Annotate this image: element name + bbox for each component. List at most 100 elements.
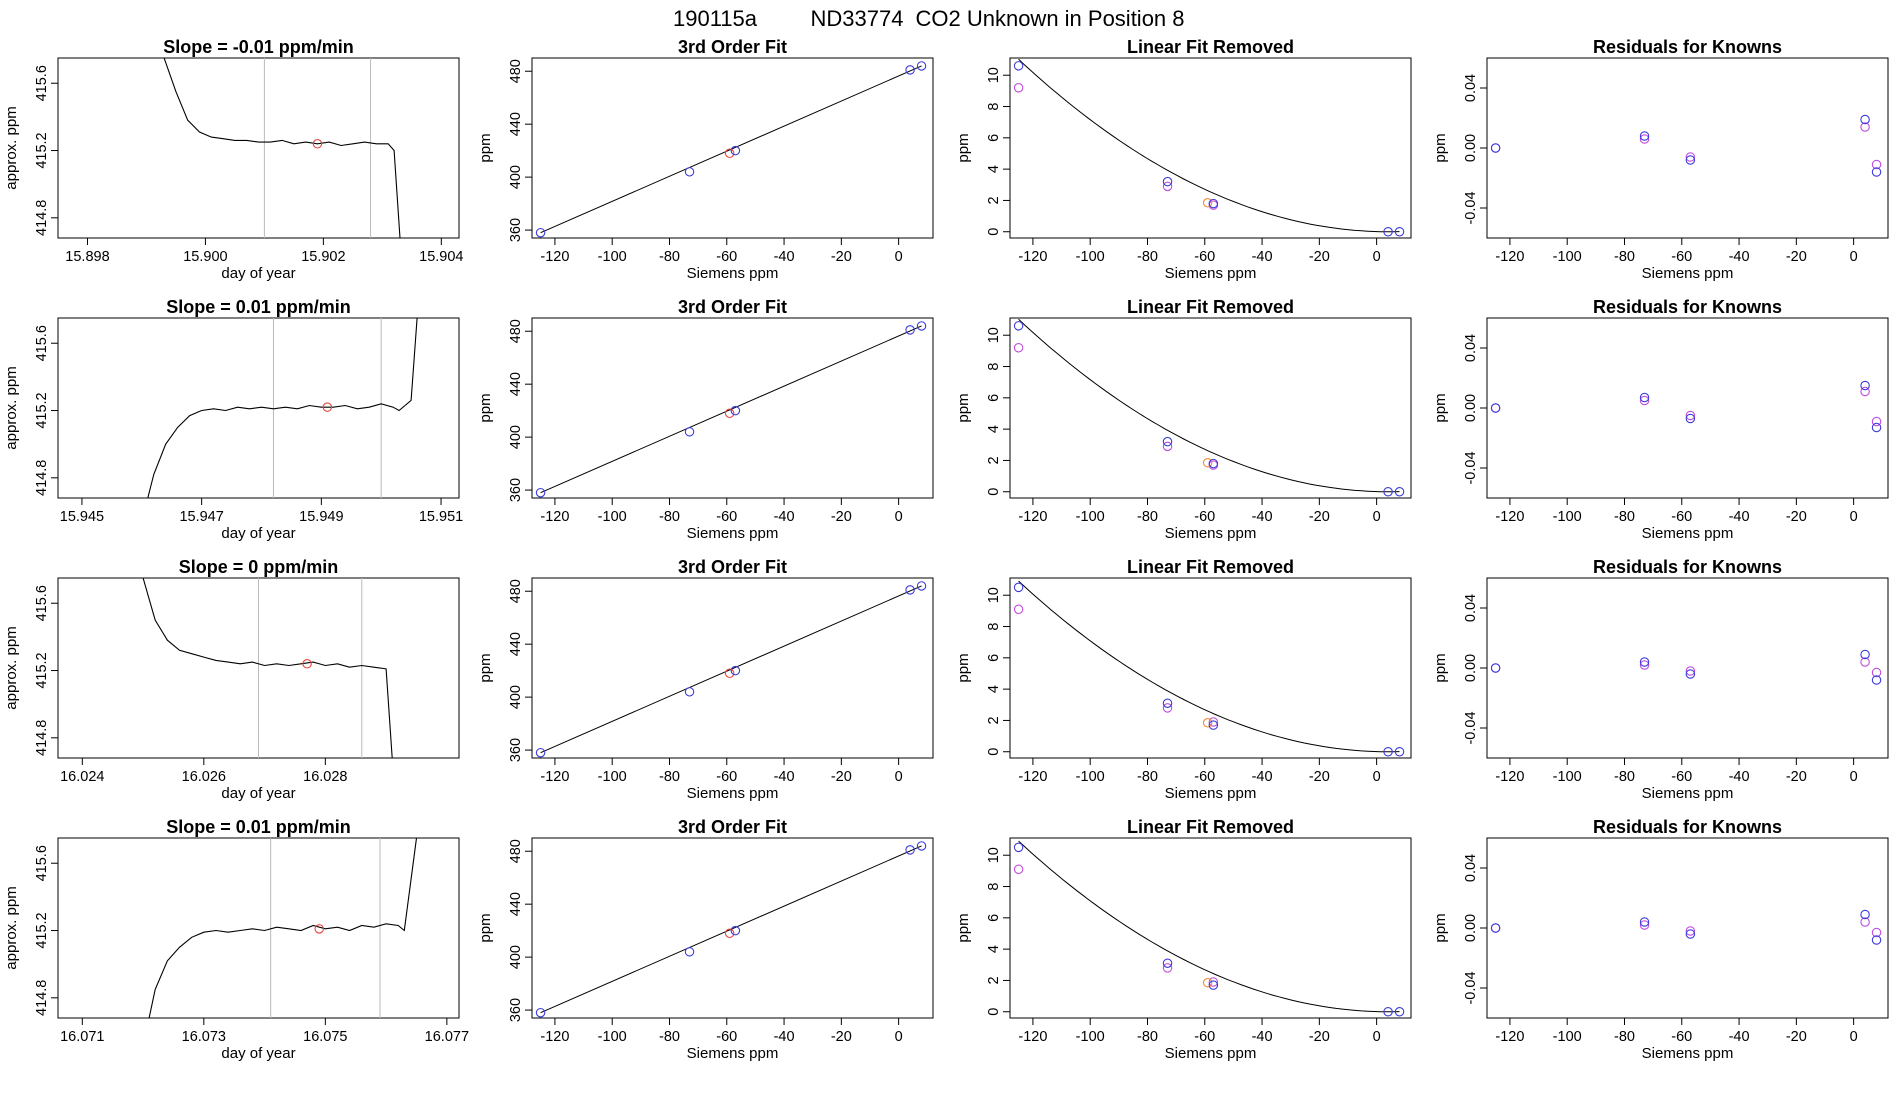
x-tick-label: -60 <box>1671 769 1692 785</box>
x-tick-label: 16.028 <box>303 769 347 785</box>
data-point-blue <box>1490 403 1501 413</box>
data-point-blue <box>1162 436 1173 447</box>
x-tick-label: -100 <box>1076 769 1105 785</box>
x-tick-label: -100 <box>1553 1029 1582 1045</box>
data-point-violet <box>1639 395 1650 406</box>
x-tick-label: -80 <box>659 509 680 525</box>
y-axis-label: ppm <box>955 913 972 942</box>
x-tick-label: 0 <box>1850 769 1858 785</box>
x-tick-label: -60 <box>1671 249 1692 265</box>
x-tick-label: -40 <box>774 509 795 525</box>
data-point-blue <box>1162 698 1173 708</box>
x-tick-label: -80 <box>659 1029 680 1045</box>
plot-frame <box>1486 317 1889 499</box>
x-axis-label: Siemens ppm <box>687 1045 779 1062</box>
x-tick-label: -60 <box>1671 509 1692 525</box>
y-axis-label: ppm <box>955 393 972 422</box>
y-tick-label: 400 <box>508 685 524 709</box>
x-tick-label: -100 <box>1076 509 1105 525</box>
x-tick-label: -40 <box>1252 1029 1273 1045</box>
y-tick-label: 360 <box>508 738 524 762</box>
data-point-violet <box>1860 917 1870 927</box>
data-point-blue <box>684 687 695 697</box>
data-point-violet <box>1685 152 1696 162</box>
data-point-blue <box>730 405 741 416</box>
plot-frame <box>531 57 934 239</box>
sample-point-red <box>314 924 325 934</box>
x-tick-label: -40 <box>1729 249 1750 265</box>
panel-title: Slope = 0 ppm/min <box>179 557 339 577</box>
x-tick-label: -60 <box>716 249 737 265</box>
y-tick-label: 10 <box>986 67 1002 83</box>
x-tick-label: -40 <box>1729 1029 1750 1045</box>
data-point-blue <box>905 585 915 595</box>
y-axis-label: ppm <box>1432 653 1449 682</box>
data-point-orange <box>1202 978 1213 988</box>
data-point-violet <box>1685 666 1696 676</box>
panel-title: Linear Fit Removed <box>1127 557 1294 577</box>
x-tick-label: 0 <box>1850 509 1858 525</box>
y-tick-label: 2 <box>986 456 1002 464</box>
panel-title: Slope = 0.01 ppm/min <box>166 817 351 837</box>
concentration-trace <box>142 578 393 758</box>
suptitle-description: CO2 Unknown in Position 8 <box>915 6 1184 31</box>
y-tick-label: 414.8 <box>34 200 50 236</box>
x-tick-label: -120 <box>1018 1029 1047 1045</box>
data-point-blue <box>1162 958 1173 968</box>
x-axis-label: Siemens ppm <box>1642 1045 1734 1062</box>
plot-frame <box>1009 837 1412 1019</box>
x-tick-label: 0 <box>1373 769 1381 785</box>
panel-title: Linear Fit Removed <box>1127 37 1294 57</box>
data-point-blue <box>1490 663 1501 673</box>
x-tick-label: 0 <box>895 1029 903 1045</box>
x-tick-label: -80 <box>1614 249 1635 265</box>
data-point-violet <box>1208 977 1219 987</box>
x-tick-label: 16.073 <box>182 1029 226 1045</box>
data-point-blue <box>1208 980 1219 990</box>
sample-point-red <box>302 659 312 669</box>
panel-r2-c4: Residuals for Knowns -120 -100 -80 -60 -40 -20… <box>1432 297 1889 542</box>
data-point-violet <box>1639 920 1650 930</box>
x-tick-label: -120 <box>1018 769 1047 785</box>
plot-area <box>535 321 927 498</box>
x-tick-label: -20 <box>1786 249 1807 265</box>
x-tick-label: -100 <box>598 509 627 525</box>
x-tick-label: -100 <box>1076 1029 1105 1045</box>
x-tick-label: -80 <box>659 249 680 265</box>
data-point-blue <box>1490 143 1501 153</box>
y-tick-label: 415.6 <box>34 585 50 621</box>
data-point-blue <box>535 227 546 238</box>
x-tick-label: 15.951 <box>419 509 463 525</box>
x-tick-label: -80 <box>1614 769 1635 785</box>
x-tick-label: 15.902 <box>301 249 345 265</box>
x-tick-label: 16.077 <box>425 1029 469 1045</box>
plot-area <box>1490 114 1882 177</box>
plot-area <box>1490 380 1882 433</box>
data-point-blue <box>1208 720 1219 730</box>
y-tick-label: 0 <box>986 748 1002 756</box>
y-tick-label: 10 <box>986 587 1002 603</box>
data-point-blue <box>1013 321 1024 331</box>
x-tick-label: 0 <box>895 509 903 525</box>
y-tick-label: 415.6 <box>34 845 50 881</box>
x-axis-label: Siemens ppm <box>1642 525 1734 542</box>
data-point-blue <box>905 65 915 75</box>
data-point-violet <box>1685 926 1696 936</box>
y-tick-label: 414.8 <box>34 460 50 496</box>
y-tick-label: 4 <box>986 165 1002 173</box>
data-point-violet <box>1162 963 1173 973</box>
data-point-blue <box>1394 226 1405 237</box>
y-tick-label: 0.00 <box>1463 654 1479 682</box>
y-tick-label: -0.04 <box>1463 711 1479 744</box>
x-tick-label: -120 <box>540 249 569 265</box>
panel-title: Slope = 0.01 ppm/min <box>166 297 351 317</box>
data-point-blue <box>730 145 741 156</box>
x-tick-label: 15.945 <box>60 509 104 525</box>
data-point-blue <box>1685 669 1696 679</box>
plot-area <box>1013 580 1405 757</box>
data-point-blue <box>916 61 927 71</box>
panel-r2-c1: Slope = 0.01 ppm/min 15.945 15.947 15.949 15… <box>3 297 463 542</box>
data-point-blue <box>1871 675 1882 685</box>
y-tick-label: 440 <box>508 632 524 656</box>
